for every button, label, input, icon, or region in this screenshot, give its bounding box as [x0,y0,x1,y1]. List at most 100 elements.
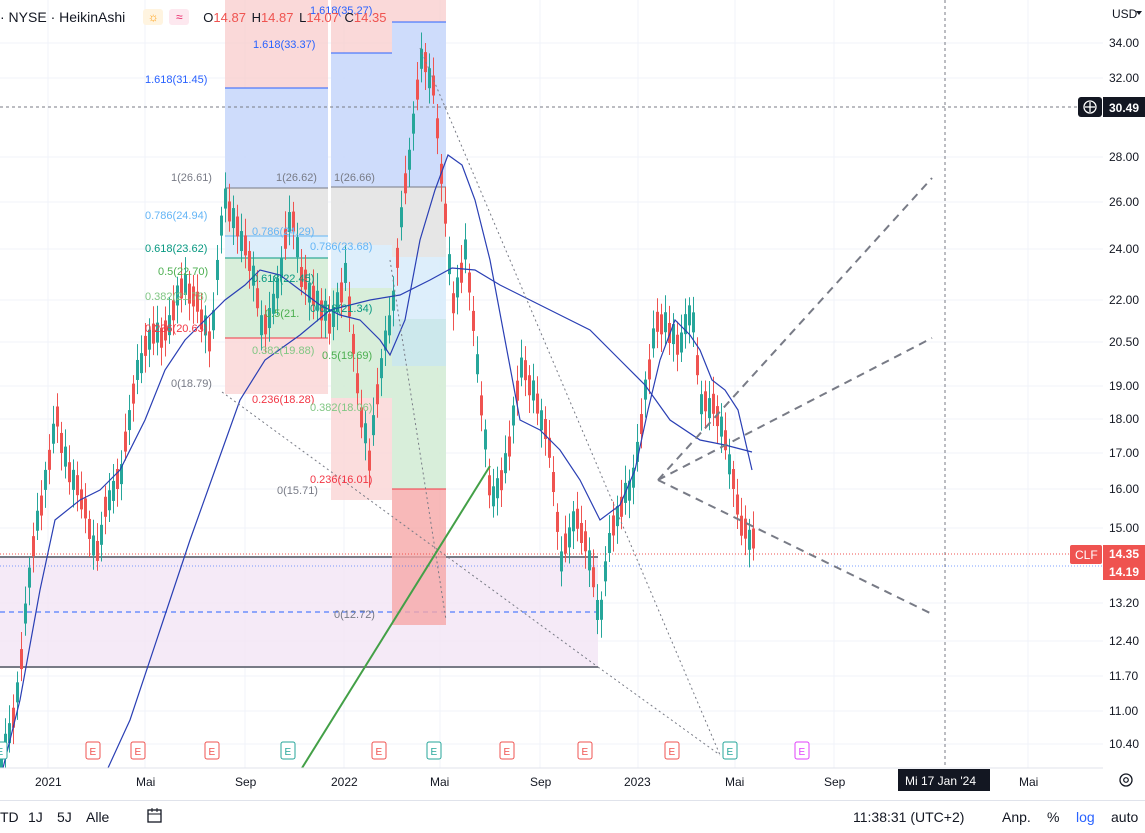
candle-body [44,469,47,490]
candle-body [432,75,435,96]
candle-body [92,535,95,556]
earnings-marker-label: E [504,747,511,758]
fib3-label-0382: 0.382(18.06) [310,402,372,414]
clock-display[interactable]: 11:38:31 (UTC+2) [853,809,965,825]
candle-body [384,330,387,351]
percent-button[interactable]: % [1047,809,1060,825]
fib-retracement-3[interactable] [392,0,446,625]
range-1y-button[interactable]: 1J [28,809,43,825]
price-tick: 10.40 [1109,737,1139,751]
candle-body [104,496,107,517]
candle-body [228,201,231,222]
log-button[interactable]: log [1076,809,1095,825]
earnings-marker[interactable] [426,741,442,760]
candle-body [576,508,579,529]
earnings-markers[interactable]: EEEEEEEEEEEE [0,741,810,760]
candle-body [88,518,91,539]
auto-button[interactable]: auto [1111,809,1139,825]
price-tick: 12.40 [1109,634,1139,648]
candle-body [312,285,315,306]
price-tick: 18.00 [1109,412,1139,426]
price-axis[interactable] [1103,0,1145,768]
candle-body [528,375,531,396]
earnings-marker[interactable] [577,741,593,760]
candle-body [196,291,199,312]
range-all-button[interactable]: Alle [86,809,110,825]
candle-body [324,300,327,321]
calendar-goto-icon[interactable] [146,807,164,828]
candle-body [256,288,259,309]
earnings-marker[interactable] [371,741,387,760]
earnings-marker[interactable] [280,741,296,760]
chart-legend[interactable]: · NYSE · HeikinAshi ☼ ≈ O14.87 H14.87 L1… [0,6,388,28]
time-tick-mai-2: Mai [430,775,449,789]
earnings-marker[interactable] [85,741,101,760]
earnings-marker[interactable] [499,741,515,760]
earnings-marker[interactable] [664,741,680,760]
last-price-label: 14.35 [1109,547,1139,561]
candle-body [516,380,519,401]
earnings-marker[interactable] [794,741,810,760]
earnings-marker-label: E [799,747,806,758]
candle-body [608,533,611,554]
candle-body [392,290,395,311]
candle-body [520,357,523,378]
fib-retracement-2[interactable] [331,0,392,500]
candle-body [720,416,723,437]
candle-body [708,398,711,419]
candle-body [456,277,459,298]
adjust-button[interactable]: Anp. [1002,809,1031,825]
candle-body [308,282,311,303]
candle-body [656,311,659,332]
candle-body [408,149,411,170]
settings-icon[interactable] [1119,773,1133,787]
wave-icon[interactable]: ≈ [169,9,190,25]
candle-body [232,208,235,229]
candle-body [644,379,647,400]
range-5y-button[interactable]: 5J [57,809,72,825]
fib2-label-05: 0.5(21. [265,308,299,320]
candle-body [584,531,587,552]
fib-retracement-1[interactable] [225,0,328,394]
currency-label[interactable]: USD [1112,7,1138,21]
candle-body [208,331,211,352]
candle-body [128,410,131,431]
time-tick-sep-1: Sep [235,775,257,789]
candle-body [468,272,471,293]
candle-body [48,449,51,470]
price-tick: 20.50 [1109,335,1139,349]
candle-body [616,506,619,527]
candle-body [288,212,291,233]
candle-body [316,290,319,311]
candle-body [24,603,27,624]
price-tick: 13.20 [1109,596,1139,610]
candle-body [72,469,75,490]
trend-lines[interactable] [221,47,933,769]
earnings-marker[interactable] [0,741,8,760]
sun-icon[interactable]: ☼ [143,9,164,25]
candle-body [20,649,23,670]
range-ytd-button[interactable]: TD [0,809,19,825]
earnings-marker[interactable] [130,741,146,760]
candle-body [296,237,299,258]
time-tick-2023: 2023 [624,775,651,789]
time-tick-mai-4: Mai [1019,775,1038,789]
earnings-marker[interactable] [204,741,220,760]
candle-body [500,470,503,491]
earnings-marker[interactable] [722,741,738,760]
time-tick-2021: 2021 [35,775,62,789]
symbol-name[interactable]: · NYSE · HeikinAshi [0,9,126,25]
candle-body [368,450,371,471]
price-tick: 17.00 [1109,446,1139,460]
candle-body [236,216,239,237]
earnings-marker-label: E [582,747,589,758]
candle-body [700,394,703,415]
candle-body [448,254,451,275]
candle-body [588,550,591,571]
candle-body [744,518,747,539]
candle-body [136,359,139,380]
candle-body [400,207,403,228]
candle-body [52,423,55,444]
candle-body [244,235,247,256]
